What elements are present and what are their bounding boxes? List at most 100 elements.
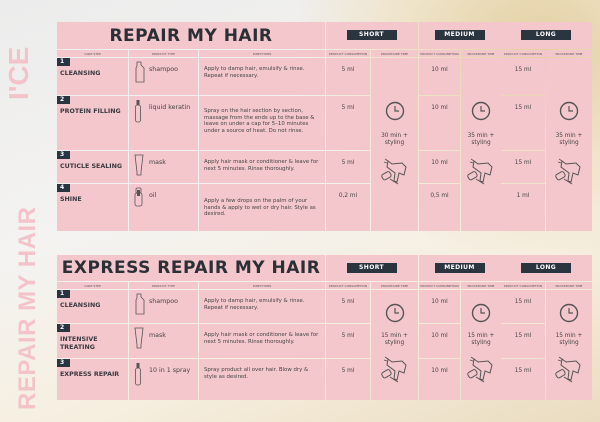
consumption-cell: 15 ml: [501, 324, 545, 358]
header-consumption: PRODUCT CONSUMPTION: [419, 282, 460, 289]
product-tube-icon: [134, 154, 144, 180]
care-step-cell: 1 CLEANSING: [57, 290, 128, 323]
procedure-time-text: 35 min + styling: [555, 132, 583, 146]
directions-text: Apply to damp hair, emulsify & rinse. Re…: [204, 298, 305, 311]
product-type: oil: [149, 192, 157, 199]
procedure-time-cell: 35 min + styling: [546, 58, 592, 231]
consumption-cell: 0,2 ml: [326, 184, 370, 231]
directions-cell: Apply to damp hair, emulsify & rinse. Re…: [199, 58, 325, 95]
consumption-cell: 10 ml: [419, 324, 460, 358]
product-type: shampoo: [149, 298, 178, 305]
product-type: mask: [149, 159, 166, 166]
consumption-cell: 15 ml: [501, 96, 545, 150]
length-badge: MEDIUM: [434, 30, 485, 40]
clock-icon: [385, 101, 405, 125]
length-badge: LONG: [521, 30, 571, 40]
product-type-cell: mask: [129, 324, 198, 358]
directions-text: Apply to damp hair, emulsify & rinse. Re…: [204, 66, 305, 79]
header-care-step: CARE STEP: [57, 50, 128, 57]
directions-cell: Spray product all over hair. Blow dry & …: [199, 359, 325, 400]
step-number-badge: 1: [57, 290, 70, 298]
care-step-cell: 3 CUTICLE SEALING: [57, 151, 128, 183]
clock-icon: [385, 303, 405, 327]
step-number-badge: 4: [57, 184, 70, 192]
length-badge: MEDIUM: [434, 263, 485, 273]
hair-dryer-brush-icon: [380, 155, 410, 189]
procedure-time-cell: 15 min + styling: [461, 290, 501, 400]
consumption-cell: 10 ml: [419, 58, 460, 95]
header-product-type: PRODUCT TYPE: [129, 50, 198, 57]
directions-text: Apply a few drops on the palm of your ha…: [204, 198, 316, 218]
step-number-badge: 3: [57, 151, 70, 159]
header-consumption: PRODUCT CONSUMPTION: [326, 50, 370, 57]
consumption-cell: 1 ml: [501, 184, 545, 231]
header-time: PROCEDURE TIME: [546, 282, 592, 289]
directions-text: Spray product all over hair. Blow dry & …: [204, 367, 309, 380]
care-step-cell: 1 CLEANSING: [57, 58, 128, 95]
product-type: shampoo: [149, 66, 178, 73]
header-time: PROCEDURE TIME: [546, 50, 592, 57]
procedure-time-text: 15 min + styling: [555, 333, 583, 346]
product-type-cell: shampoo: [129, 290, 198, 323]
consumption-cell: 5 ml: [326, 290, 370, 323]
care-step-cell: 2 INTENSIVE TREATING: [57, 324, 128, 358]
step-number-badge: 2: [57, 96, 70, 104]
product-vial-icon: [134, 362, 142, 390]
care-step-name: CUTICLE SEALING: [60, 163, 123, 170]
procedure-time-cell: 15 min + styling: [371, 290, 418, 400]
header-directions: DIRECTIONS: [199, 282, 325, 289]
directions-cell: Apply a few drops on the palm of your ha…: [199, 184, 325, 231]
procedure-time-text: 15 min + styling: [467, 333, 495, 346]
consumption-cell: 5 ml: [326, 58, 370, 95]
procedure-time-text: 30 min + styling: [381, 132, 408, 146]
procedure-time-cell: 15 min + styling: [546, 290, 592, 400]
directions-text: Apply hair mask or conditioner & leave f…: [204, 332, 319, 345]
care-step-cell: 2 PROTEIN FILLING: [57, 96, 128, 150]
care-step-cell: 4 SHINE: [57, 184, 128, 231]
header-product-type: PRODUCT TYPE: [129, 282, 198, 289]
consumption-cell: 10 ml: [419, 290, 460, 323]
care-step-name: PROTEIN FILLING: [60, 108, 121, 115]
product-type-cell: oil: [129, 184, 198, 231]
care-step-name: CLEANSING: [60, 70, 101, 77]
table-title: REPAIR MY HAIR: [57, 22, 325, 49]
consumption-cell: 15 ml: [501, 359, 545, 400]
consumption-cell: 15 ml: [501, 290, 545, 323]
consumption-cell: 5 ml: [326, 324, 370, 358]
consumption-cell: 0,5 ml: [419, 184, 460, 231]
header-time: PROCEDURE TIME: [461, 50, 501, 57]
product-type-cell: 10 in 1 spray: [129, 359, 198, 400]
consumption-cell: 10 ml: [419, 151, 460, 183]
consumption-cell: 5 ml: [326, 151, 370, 183]
header-consumption: PRODUCT CONSUMPTION: [501, 50, 545, 57]
care-step-name: INTENSIVE TREATING: [60, 336, 98, 351]
directions-cell: Spray on the hair section by section, ma…: [199, 96, 325, 150]
directions-text: Apply hair mask or conditioner & leave f…: [204, 159, 319, 172]
product-type: 10 in 1 spray: [149, 367, 191, 374]
product-shampoo-bottle-icon: [134, 61, 146, 87]
directions-text: Spray on the hair section by section, ma…: [204, 108, 315, 134]
header-time: PROCEDURE TIME: [461, 282, 501, 289]
header-consumption: PRODUCT CONSUMPTION: [501, 282, 545, 289]
consumption-cell: 10 ml: [419, 96, 460, 150]
product-type-cell: shampoo: [129, 58, 198, 95]
hair-dryer-brush-icon: [466, 155, 496, 189]
header-care-step: CARE STEP: [57, 282, 128, 289]
clock-icon: [559, 303, 579, 327]
procedure-time-cell: 30 min + styling: [371, 58, 418, 231]
product-tube-icon: [134, 327, 144, 353]
length-badge: LONG: [521, 263, 571, 273]
header-time: PROCEDURE TIME: [371, 50, 418, 57]
consumption-cell: 10 ml: [419, 359, 460, 400]
care-step-name: EXPRESS REPAIR: [60, 371, 120, 378]
consumption-cell: 15 ml: [501, 151, 545, 183]
procedure-time-cell: 35 min + styling: [461, 58, 501, 231]
procedure-time-text: 35 min + styling: [467, 132, 495, 146]
product-type-cell: mask: [129, 151, 198, 183]
directions-cell: Apply to damp hair, emulsify & rinse. Re…: [199, 290, 325, 323]
clock-icon: [471, 101, 491, 125]
consumption-cell: 5 ml: [326, 96, 370, 150]
brand-logo: I'CE: [3, 46, 34, 100]
hair-dryer-brush-icon: [554, 353, 584, 387]
care-step-name: SHINE: [60, 196, 82, 203]
